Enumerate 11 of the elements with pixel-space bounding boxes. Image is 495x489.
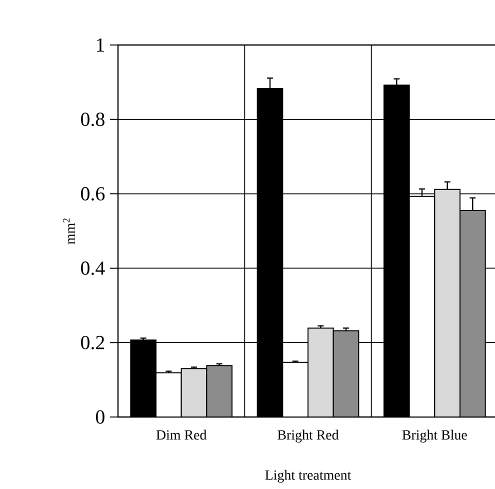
y-tick-label: 0.8 <box>81 112 104 126</box>
y-tick-label: 0 <box>96 410 104 424</box>
x-axis-title: Light treatment <box>265 470 352 483</box>
y-tick-label: 0.4 <box>81 261 105 275</box>
y-tick-label: 1 <box>96 38 104 52</box>
x-tick-label: Bright Red <box>278 430 339 443</box>
y-tick-label: 0.6 <box>81 187 105 201</box>
x-tick-label: Bright Blue <box>402 430 467 443</box>
x-tick-label: Dim Red <box>156 430 207 440</box>
y-tick-label: 0.2 <box>81 336 104 350</box>
y-axis-title: mm$^{2}$ <box>63 218 75 244</box>
